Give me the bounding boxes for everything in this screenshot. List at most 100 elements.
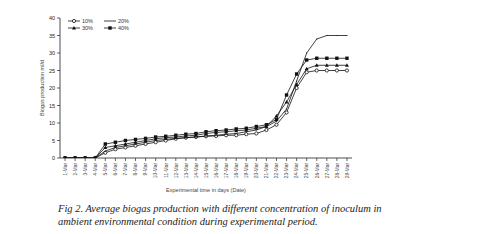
data-point bbox=[154, 141, 157, 144]
data-point bbox=[275, 123, 278, 126]
data-point bbox=[215, 135, 216, 136]
data-point bbox=[285, 100, 289, 104]
x-tick bbox=[206, 158, 207, 161]
data-point bbox=[265, 128, 268, 131]
x-tick bbox=[276, 158, 277, 161]
legend-label: 30% bbox=[82, 25, 93, 31]
data-point bbox=[205, 135, 206, 136]
x-tick bbox=[145, 158, 146, 161]
data-point bbox=[345, 69, 348, 72]
x-tick-label: 17-Mar bbox=[224, 163, 229, 179]
x-tick bbox=[75, 158, 76, 161]
data-point bbox=[326, 35, 327, 36]
data-point bbox=[295, 83, 299, 87]
legend-label: 40% bbox=[118, 25, 129, 31]
y-tick bbox=[57, 35, 60, 36]
x-tick-label: 3-Mar bbox=[83, 163, 88, 176]
x-tick-label: 20-Mar bbox=[254, 163, 259, 179]
x-tick bbox=[175, 158, 176, 161]
x-tick-label: 27-Mar bbox=[325, 163, 330, 179]
data-point bbox=[84, 156, 87, 158]
data-point bbox=[295, 72, 298, 75]
y-tick-label: 30 bbox=[49, 50, 55, 56]
legend-label: 10% bbox=[82, 18, 93, 24]
legend-line bbox=[104, 21, 116, 22]
x-tick bbox=[306, 158, 307, 161]
x-tick bbox=[65, 158, 66, 161]
data-point bbox=[114, 141, 117, 144]
x-tick-label: 14-Mar bbox=[194, 163, 199, 179]
data-point bbox=[335, 69, 338, 72]
data-point bbox=[336, 35, 337, 36]
data-point bbox=[83, 156, 86, 158]
x-tick-label: 28-Mar bbox=[335, 163, 340, 179]
data-point bbox=[285, 93, 288, 96]
data-point bbox=[345, 63, 349, 67]
data-point bbox=[83, 156, 87, 158]
x-tick bbox=[326, 158, 327, 161]
data-point bbox=[63, 156, 66, 158]
data-point bbox=[335, 63, 339, 67]
data-point bbox=[255, 132, 258, 135]
x-tick-label: 24-Mar bbox=[294, 163, 299, 179]
data-point bbox=[285, 111, 288, 114]
x-tick-label: 6-Mar bbox=[113, 163, 118, 176]
legend-marker bbox=[72, 19, 75, 22]
x-tick-label: 16-Mar bbox=[214, 163, 219, 179]
data-point bbox=[73, 156, 76, 158]
x-tick-label: 7-Mar bbox=[123, 163, 128, 176]
data-point bbox=[134, 138, 137, 141]
y-tick-label: 40 bbox=[49, 15, 55, 21]
data-point bbox=[94, 156, 97, 158]
data-point bbox=[235, 127, 238, 130]
series-line bbox=[65, 71, 347, 159]
data-point bbox=[134, 144, 137, 147]
data-point bbox=[204, 130, 207, 133]
y-tick-label: 25 bbox=[49, 68, 55, 74]
data-point bbox=[296, 80, 297, 81]
x-tick-label: 4-Mar bbox=[93, 163, 98, 176]
y-tick bbox=[57, 53, 60, 54]
y-tick bbox=[57, 123, 60, 124]
x-tick bbox=[256, 158, 257, 161]
y-tick-label: 0 bbox=[52, 155, 55, 161]
data-point bbox=[305, 58, 308, 61]
data-point bbox=[144, 142, 147, 145]
x-tick bbox=[296, 158, 297, 161]
x-tick bbox=[115, 158, 116, 161]
y-tick-label: 10 bbox=[49, 120, 55, 126]
y-tick-label: 15 bbox=[49, 103, 55, 109]
data-point bbox=[124, 146, 127, 149]
y-tick bbox=[57, 18, 60, 19]
x-tick bbox=[226, 158, 227, 161]
data-point bbox=[235, 134, 238, 137]
legend-marker bbox=[108, 26, 111, 29]
x-tick bbox=[85, 158, 86, 161]
data-point bbox=[105, 150, 106, 151]
x-tick-label: 15-Mar bbox=[204, 163, 209, 179]
data-point bbox=[325, 69, 328, 72]
plot-area bbox=[63, 35, 349, 158]
y-tick-label: 20 bbox=[49, 85, 55, 91]
x-tick-label: 8-Mar bbox=[133, 163, 138, 176]
data-point bbox=[325, 57, 328, 60]
x-tick bbox=[165, 158, 166, 161]
data-point bbox=[346, 35, 347, 36]
x-tick-label: 18-Mar bbox=[234, 163, 239, 179]
x-tick-label: 1-Mar bbox=[63, 163, 68, 176]
x-tick bbox=[316, 158, 317, 161]
x-tick bbox=[336, 158, 337, 161]
x-tick bbox=[135, 158, 136, 161]
data-point bbox=[224, 128, 227, 131]
y-tick-label: 35 bbox=[49, 33, 55, 39]
data-point bbox=[164, 135, 167, 138]
x-tick bbox=[185, 158, 186, 161]
caption: Fig 2. Average biogas production with di… bbox=[58, 202, 388, 228]
series-line bbox=[65, 36, 347, 159]
x-tick-label: 13-Mar bbox=[184, 163, 189, 179]
chart: 05101520253035401-Mar2-Mar3-Mar4-Mar5-Ma… bbox=[0, 0, 497, 234]
data-point bbox=[214, 129, 217, 132]
x-tick-label: 21-Mar bbox=[264, 163, 269, 179]
data-point bbox=[345, 57, 348, 60]
data-point bbox=[265, 123, 268, 126]
